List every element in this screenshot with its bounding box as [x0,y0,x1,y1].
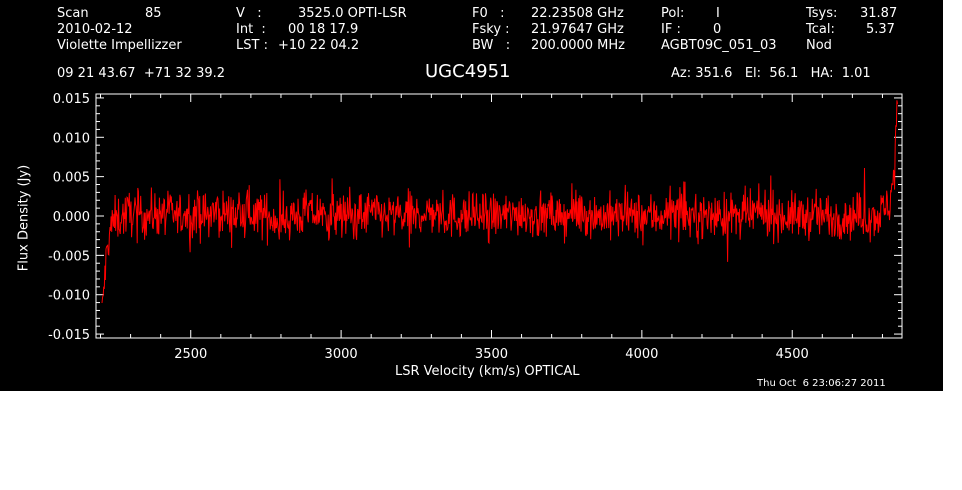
y-tick-label: -0.015 [48,328,90,343]
plot-frame [95,93,903,339]
bw-value: 200.0000 MHz [531,38,625,53]
obs-date: 2010-02-12 [57,22,133,37]
y-tick-label: 0.010 [53,131,90,146]
scan-value: 85 [145,6,162,21]
spectrum-chart: 2500 3000 3500 4000 4500 -0.015 -0.010 -0.005 0.… [48,92,903,362]
y-tick-label: 0.015 [53,92,90,107]
y-tick-label: 0.000 [53,210,90,225]
int-value: 00 18 17.9 [288,22,359,37]
x-axis-title: LSR Velocity (km/s) OPTICAL [395,364,580,379]
tcal-label: Tcal: [806,22,835,37]
observer-name: Violette Impellizzer [57,38,182,53]
x-tick-label: 4500 [776,347,809,362]
v-value: 3525.0 OPTI-LSR [298,6,407,21]
timestamp: Thu Oct 6 23:06:27 2011 [757,378,886,389]
tick-layer: 2500 3000 3500 4000 4500 -0.015 -0.010 -0.005 0.… [48,92,902,362]
f0-value: 22.23508 GHz [531,6,624,21]
tcal-value: 5.37 [866,22,895,37]
lst-label: LST : [236,38,268,53]
lst-value: +10 22 04.2 [278,38,360,53]
pol-label: Pol: [661,6,685,21]
spectrum-line [101,100,898,304]
tsys-value: 31.87 [860,6,898,21]
f0-label: F0 : [472,6,505,21]
y-tick-label: -0.010 [48,289,90,304]
if-label: IF : [661,22,681,37]
source-coords: 09 21 43.67 +71 32 39.2 [57,66,226,81]
scan-label: Scan [57,6,89,21]
series-layer [101,100,898,304]
x-tick-label: 3000 [325,347,358,362]
pol-value: I [716,6,720,21]
y-tick-label: -0.005 [48,249,90,264]
x-tick-label: 3500 [475,347,508,362]
fsky-label: Fsky : [472,22,510,37]
v-label: V : [236,6,262,21]
int-label: Int : [236,22,266,37]
bw-label: BW : [472,38,511,53]
source-name: UGC4951 [425,61,511,82]
fsky-value: 21.97647 GHz [531,22,624,37]
az-el-ha: Az: 351.6 El: 56.1 HA: 1.01 [671,66,871,81]
x-tick-label: 2500 [174,347,207,362]
procedure-name: Nod [806,38,832,53]
if-value: 0 [713,22,722,37]
project-id: AGBT09C_051_03 [661,38,777,53]
x-tick-label: 4000 [625,347,658,362]
tsys-label: Tsys: [806,6,838,21]
plot-panel: Scan 85 V : 3525.0 OPTI-LSR F0 : 22.2350… [0,0,943,391]
y-tick-label: 0.005 [53,171,90,186]
